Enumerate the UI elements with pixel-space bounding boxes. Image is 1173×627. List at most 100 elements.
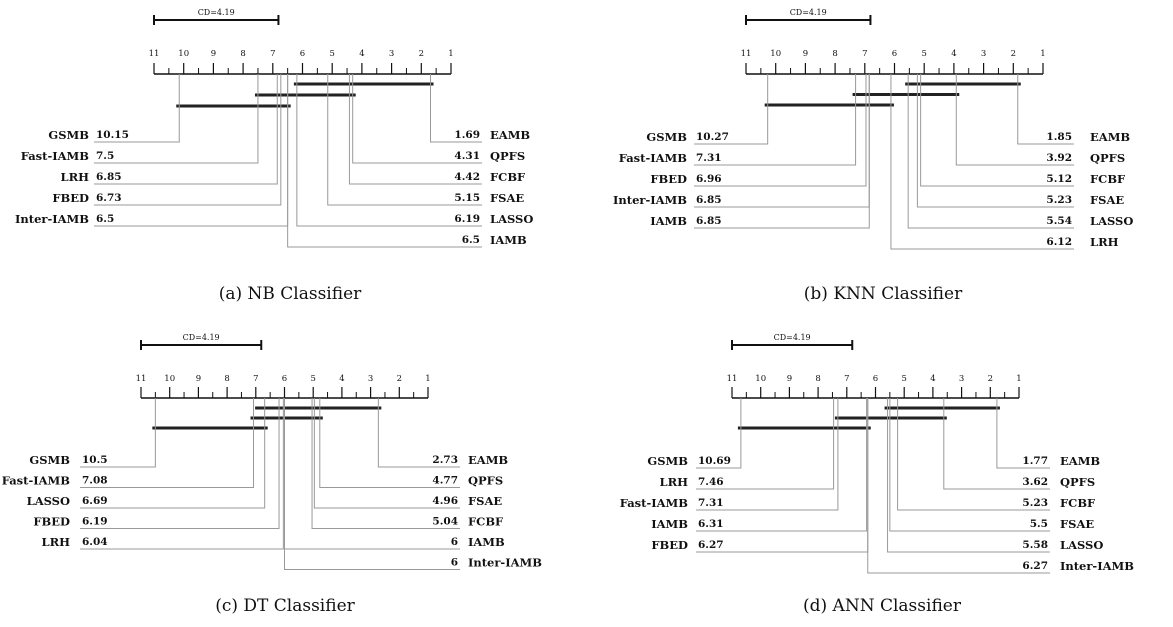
tick-label: 5 <box>921 49 926 59</box>
right-method-rank: 5.54 <box>1046 215 1072 227</box>
right-method-name: FSAE <box>468 494 502 508</box>
left-connector <box>94 74 259 164</box>
left-method-rank: 6.96 <box>696 173 722 185</box>
right-method-rank: 6.19 <box>454 213 480 225</box>
right-method-rank: 1.85 <box>1046 131 1072 143</box>
tick-label: 1 <box>1016 374 1021 384</box>
left-connector <box>694 74 857 166</box>
left-method-rank: 6.27 <box>698 539 724 551</box>
tick-label: 2 <box>988 374 993 384</box>
right-method-rank: 3.62 <box>1022 476 1048 488</box>
right-method-name: EAMB <box>1060 454 1100 468</box>
right-method-rank: 6 <box>451 557 458 569</box>
right-method-name: Inter-IAMB <box>468 556 542 570</box>
tick-label: 7 <box>253 374 258 384</box>
tick-label: 7 <box>270 49 275 59</box>
right-connector <box>287 74 482 248</box>
cd-label: CD=4.19 <box>790 8 827 17</box>
left-connector <box>694 74 867 187</box>
tick-label: 9 <box>803 49 808 59</box>
tick-label: 2 <box>397 374 402 384</box>
right-method-rank: 6 <box>451 536 458 548</box>
tick-label: 1 <box>425 374 430 384</box>
tick-label: 1 <box>1040 49 1045 59</box>
tick-label: 5 <box>310 374 315 384</box>
right-connector <box>311 398 460 529</box>
left-connector <box>696 398 868 532</box>
right-connector <box>377 398 460 468</box>
right-connector <box>284 398 460 570</box>
right-method-name: FSAE <box>1090 193 1124 207</box>
left-method-name: Fast-IAMB <box>620 496 689 510</box>
right-method-rank: 4.42 <box>454 171 480 183</box>
right-connector <box>996 398 1050 469</box>
tick-label: 4 <box>951 49 956 59</box>
left-connector <box>80 398 255 488</box>
left-method-rank: 6.19 <box>82 516 108 528</box>
left-connector <box>80 398 284 550</box>
left-method-name: Inter-IAMB <box>15 212 89 226</box>
panel-caption: (a) NB Classifier <box>219 284 362 304</box>
right-method-rank: 4.31 <box>454 150 480 162</box>
panel-caption: (b) KNN Classifier <box>804 284 963 304</box>
right-method-name: IAMB <box>468 535 505 549</box>
tick-label: 8 <box>224 374 229 384</box>
left-method-name: IAMB <box>651 517 688 531</box>
right-method-rank: 6.5 <box>462 234 480 246</box>
right-method-name: FCBF <box>468 515 504 529</box>
left-connector <box>696 398 839 511</box>
tick-label: 4 <box>930 374 935 384</box>
left-method-rank: 7.31 <box>698 497 724 509</box>
tick-label: 10 <box>770 49 781 59</box>
left-method-name: LASSO <box>27 494 70 508</box>
cd-label: CD=4.19 <box>183 333 220 342</box>
tick-label: 2 <box>419 49 424 59</box>
right-method-name: QPFS <box>1090 151 1125 165</box>
tick-label: 6 <box>873 374 878 384</box>
tick-label: 1 <box>448 49 453 59</box>
right-connector <box>943 398 1050 490</box>
left-method-rank: 7.5 <box>96 150 114 162</box>
left-method-name: GSMB <box>646 130 687 144</box>
tick-label: 11 <box>741 49 752 59</box>
left-method-rank: 6.04 <box>82 536 108 548</box>
tick-label: 6 <box>892 49 897 59</box>
right-method-name: LASSO <box>1060 538 1103 552</box>
tick-label: 3 <box>389 49 394 59</box>
right-method-name: LASSO <box>490 212 533 226</box>
left-method-rank: 6.69 <box>82 495 108 507</box>
tick-label: 9 <box>211 49 216 59</box>
cd-panel: CD=4.19 11 10 9 8 7 6 5 4 3 2 1 GSMB 10.69 LRH 7.46 Fast… <box>620 333 1135 616</box>
right-connector <box>348 74 482 185</box>
tick-label: 9 <box>196 374 201 384</box>
left-connector <box>80 398 156 468</box>
tick-label: 4 <box>339 374 344 384</box>
tick-label: 10 <box>164 374 175 384</box>
left-connector <box>696 398 742 469</box>
right-method-name: EAMB <box>468 453 508 467</box>
right-method-name: IAMB <box>490 233 527 247</box>
tick-label: 3 <box>981 49 986 59</box>
left-method-rank: 10.27 <box>696 131 729 143</box>
right-method-name: FCBF <box>490 170 526 184</box>
right-method-name: Inter-IAMB <box>1060 559 1134 573</box>
left-method-name: Inter-IAMB <box>613 193 687 207</box>
tick-label: 6 <box>300 49 305 59</box>
tick-label: 4 <box>359 49 364 59</box>
right-method-name: QPFS <box>1060 475 1095 489</box>
right-connector <box>897 398 1050 511</box>
tick-label: 8 <box>240 49 245 59</box>
tick-label: 10 <box>755 374 766 384</box>
right-method-rank: 2.73 <box>432 454 458 466</box>
right-method-rank: 4.96 <box>432 495 458 507</box>
right-connector <box>430 74 482 143</box>
right-method-name: QPFS <box>468 474 503 488</box>
left-method-name: LRH <box>41 535 70 549</box>
right-connector <box>867 398 1050 574</box>
left-method-rank: 7.31 <box>696 152 722 164</box>
left-method-rank: 7.46 <box>698 476 724 488</box>
right-method-name: FCBF <box>1060 496 1096 510</box>
left-method-rank: 6.31 <box>698 518 724 530</box>
right-method-rank: 5.5 <box>1030 518 1048 530</box>
